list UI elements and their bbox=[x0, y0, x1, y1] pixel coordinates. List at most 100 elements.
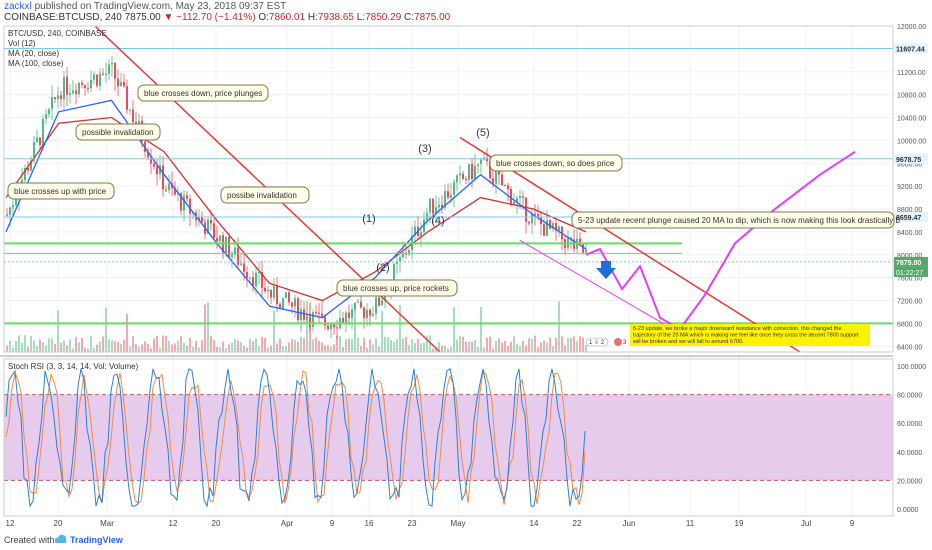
candle-body bbox=[270, 289, 272, 298]
callout-box bbox=[7, 182, 115, 200]
candle-body bbox=[495, 171, 497, 184]
volume-bar bbox=[510, 341, 512, 352]
volume-bar bbox=[207, 302, 209, 352]
candle-body bbox=[39, 137, 41, 145]
volume-bar bbox=[234, 338, 236, 352]
candle-body bbox=[186, 195, 188, 200]
volume-bar bbox=[36, 345, 38, 352]
volume-bar bbox=[423, 342, 425, 352]
volume-bar bbox=[327, 345, 329, 352]
price-tick-label: 8000.00 bbox=[897, 253, 922, 260]
candle-body bbox=[558, 226, 560, 231]
volume-bar bbox=[198, 347, 200, 352]
candle-body bbox=[471, 164, 473, 180]
volume-bar bbox=[21, 343, 23, 352]
volume-bar bbox=[414, 343, 416, 352]
time-tick-label: 19 bbox=[735, 519, 744, 528]
callout-text: blue crosses up, price rockets bbox=[343, 284, 449, 293]
volume-bar bbox=[180, 336, 182, 352]
volume-bar bbox=[51, 338, 53, 352]
volume-bar bbox=[120, 343, 122, 352]
volume-bar bbox=[393, 341, 395, 352]
volume-bar bbox=[168, 340, 170, 352]
candle-body bbox=[138, 120, 140, 126]
candle-body bbox=[150, 157, 152, 164]
volume-bar bbox=[105, 307, 107, 352]
candle-body bbox=[99, 73, 101, 86]
tradingview-link[interactable]: TradingView bbox=[70, 535, 123, 545]
candle-body bbox=[243, 263, 245, 272]
wave-label: (1) bbox=[362, 213, 375, 225]
volume-bar bbox=[330, 346, 332, 352]
time-tick-label: 12 bbox=[6, 519, 15, 528]
volume-bar bbox=[324, 345, 326, 352]
candle-body bbox=[480, 159, 482, 165]
volume-bar bbox=[81, 337, 83, 352]
volume-bar bbox=[519, 345, 521, 352]
volume-bar bbox=[279, 338, 281, 352]
volume-bar bbox=[441, 345, 443, 352]
candle-body bbox=[474, 165, 476, 180]
volume-bar bbox=[339, 336, 341, 352]
author-link[interactable]: zackxl bbox=[4, 1, 32, 12]
candle-body bbox=[459, 173, 461, 176]
open-value: 7860.01 bbox=[268, 12, 306, 23]
volume-bar bbox=[453, 307, 455, 352]
legend-title: BTC/USD, 240, COINBASE bbox=[8, 29, 107, 38]
volume-bar bbox=[576, 341, 578, 352]
candle-body bbox=[477, 164, 479, 166]
volume-bar bbox=[276, 343, 278, 352]
candle-body bbox=[297, 298, 299, 321]
candle-body bbox=[90, 79, 92, 89]
candle-body bbox=[318, 312, 320, 314]
volume-bar bbox=[342, 347, 344, 352]
price-marker-mid-bg bbox=[894, 212, 928, 223]
candle-body bbox=[264, 287, 266, 292]
volume-bar bbox=[75, 337, 77, 352]
price-marker-top: 11607.44 bbox=[896, 46, 925, 53]
candle-body bbox=[294, 298, 296, 307]
volume-bar bbox=[69, 339, 71, 352]
price-marker-last: 7875.00 bbox=[896, 260, 921, 267]
volume-bar bbox=[129, 346, 131, 352]
rsi-band-fill bbox=[4, 394, 893, 481]
candle-body bbox=[375, 297, 377, 314]
volume-bar bbox=[246, 348, 248, 352]
candle-body bbox=[354, 302, 356, 310]
candle-body bbox=[213, 223, 215, 238]
candle-body bbox=[372, 313, 374, 316]
volume-bar bbox=[249, 338, 251, 352]
volume-bar bbox=[54, 343, 56, 352]
candle-body bbox=[36, 137, 38, 142]
volume-bar bbox=[561, 336, 563, 352]
candle-body bbox=[456, 175, 458, 183]
volume-bar bbox=[318, 340, 320, 352]
volume-bar bbox=[354, 305, 356, 352]
candle-body bbox=[306, 316, 308, 320]
wave-label: (3) bbox=[418, 143, 431, 155]
volume-bar bbox=[96, 344, 98, 352]
candle-body bbox=[450, 194, 452, 198]
volume-bar bbox=[177, 340, 179, 352]
candle-body bbox=[219, 235, 221, 242]
time-tick-label: 23 bbox=[408, 519, 417, 528]
candle-body bbox=[129, 109, 131, 111]
price-tick-label: 10800.00 bbox=[897, 93, 926, 100]
volume-bar bbox=[294, 339, 296, 352]
rsi-pane-border bbox=[3, 358, 894, 517]
chart-canvas[interactable]: Stoch RSI (3, 3, 14, 14, Vol: Volume) 100… bbox=[0, 24, 932, 530]
price-tick-label: 9200.00 bbox=[897, 184, 922, 191]
volume-bar bbox=[84, 347, 86, 352]
volume-bar bbox=[159, 347, 161, 352]
volume-bar bbox=[285, 345, 287, 352]
candle-body bbox=[12, 205, 14, 208]
low-value: 7850.29 bbox=[365, 12, 402, 23]
candle-body bbox=[108, 64, 110, 74]
volume-bar bbox=[489, 336, 491, 352]
volume-bar bbox=[195, 341, 197, 352]
volume-bar bbox=[192, 346, 194, 352]
candle-body bbox=[426, 212, 428, 220]
volume-bar bbox=[501, 342, 503, 352]
candle-body bbox=[24, 168, 26, 181]
candle-body bbox=[93, 74, 95, 80]
